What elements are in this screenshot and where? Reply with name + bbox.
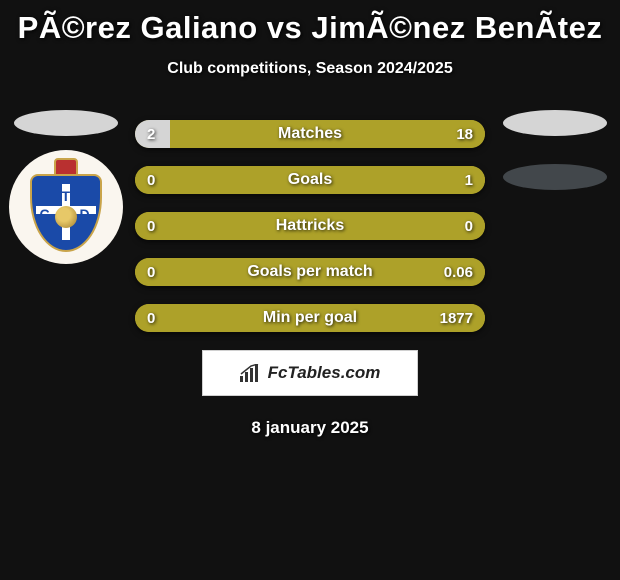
stat-bar-right-fill	[135, 212, 485, 240]
stat-value-right: 18	[456, 120, 473, 148]
stat-bar-right-fill	[170, 120, 485, 148]
stat-value-right: 1877	[440, 304, 473, 332]
brand-box: FcTables.com	[202, 350, 418, 396]
stat-value-right: 1	[465, 166, 473, 194]
stat-value-left: 0	[147, 212, 155, 240]
right-player-col	[497, 110, 612, 190]
stat-value-left: 0	[147, 258, 155, 286]
page-title: PÃ©rez Galiano vs JimÃ©nez BenÃ­tez	[0, 0, 620, 46]
stat-bar-right-fill	[135, 304, 485, 332]
left-club-logo: C T D	[9, 150, 123, 264]
left-player-col: C T D	[8, 110, 123, 264]
stat-value-right: 0.06	[444, 258, 473, 286]
left-player-ellipse	[14, 110, 118, 136]
stat-value-left: 2	[147, 120, 155, 148]
page-subtitle: Club competitions, Season 2024/2025	[0, 60, 620, 78]
stat-bar-row: 218Matches	[135, 120, 485, 148]
right-player-ellipse-2	[503, 164, 607, 190]
stat-bar-row: 01Goals	[135, 166, 485, 194]
stat-value-left: 0	[147, 304, 155, 332]
stat-bar-row: 00Hattricks	[135, 212, 485, 240]
stat-value-right: 0	[465, 212, 473, 240]
right-player-ellipse-1	[503, 110, 607, 136]
stat-bar-right-fill	[135, 166, 485, 194]
brand-text: FcTables.com	[268, 363, 381, 383]
comparison-bars: 218Matches01Goals00Hattricks00.06Goals p…	[135, 120, 485, 332]
comparison-content: C T D 218Matches01Goals00Hattricks00.06G…	[0, 120, 620, 332]
stat-value-left: 0	[147, 166, 155, 194]
club-shield-icon: C T D	[30, 162, 102, 252]
brand-chart-icon	[240, 364, 262, 382]
stat-bar-row: 01877Min per goal	[135, 304, 485, 332]
stat-bar-row: 00.06Goals per match	[135, 258, 485, 286]
footer-date: 8 january 2025	[0, 418, 620, 438]
stat-bar-right-fill	[135, 258, 485, 286]
